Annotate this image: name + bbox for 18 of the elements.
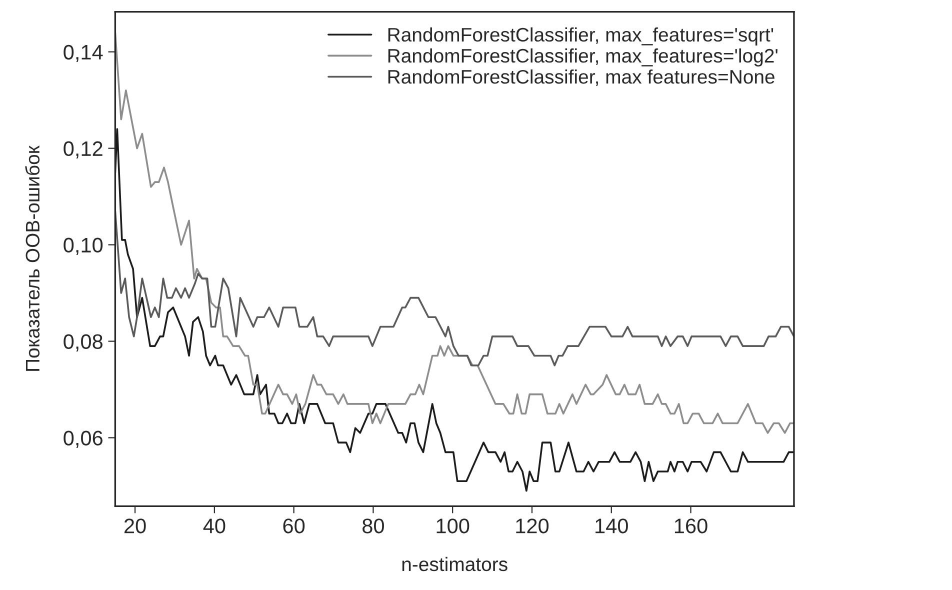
y-axis-title: Показатель OOB-ошибок [25, 146, 40, 371]
y-tick-label: 0,06 [64, 430, 102, 448]
y-tick-label: 0,14 [64, 44, 103, 62]
x-tick-label: 140 [596, 518, 628, 534]
x-axis-title: n-estimators [402, 556, 508, 572]
x-tick-label: 40 [203, 518, 226, 534]
legend-label: RandomForestClassifier, max_features='sqrt' [388, 27, 774, 46]
y-tick-label: 0,10 [64, 238, 103, 255]
y-tick-label: 0,12 [64, 141, 102, 159]
legend-label: RandomForestClassifier, max features=None [388, 69, 774, 86]
y-tick-label: 0,08 [64, 334, 102, 352]
x-tick-label: 120 [516, 518, 549, 534]
x-tick-label: 160 [674, 518, 708, 534]
x-tick-label: 100 [436, 518, 470, 534]
x-tick-label: 80 [362, 518, 384, 534]
x-tick-label: 20 [124, 518, 146, 534]
legend-label: RandomForestClassifier, max_features='log2' [388, 48, 778, 67]
x-tick-label: 60 [283, 518, 305, 534]
